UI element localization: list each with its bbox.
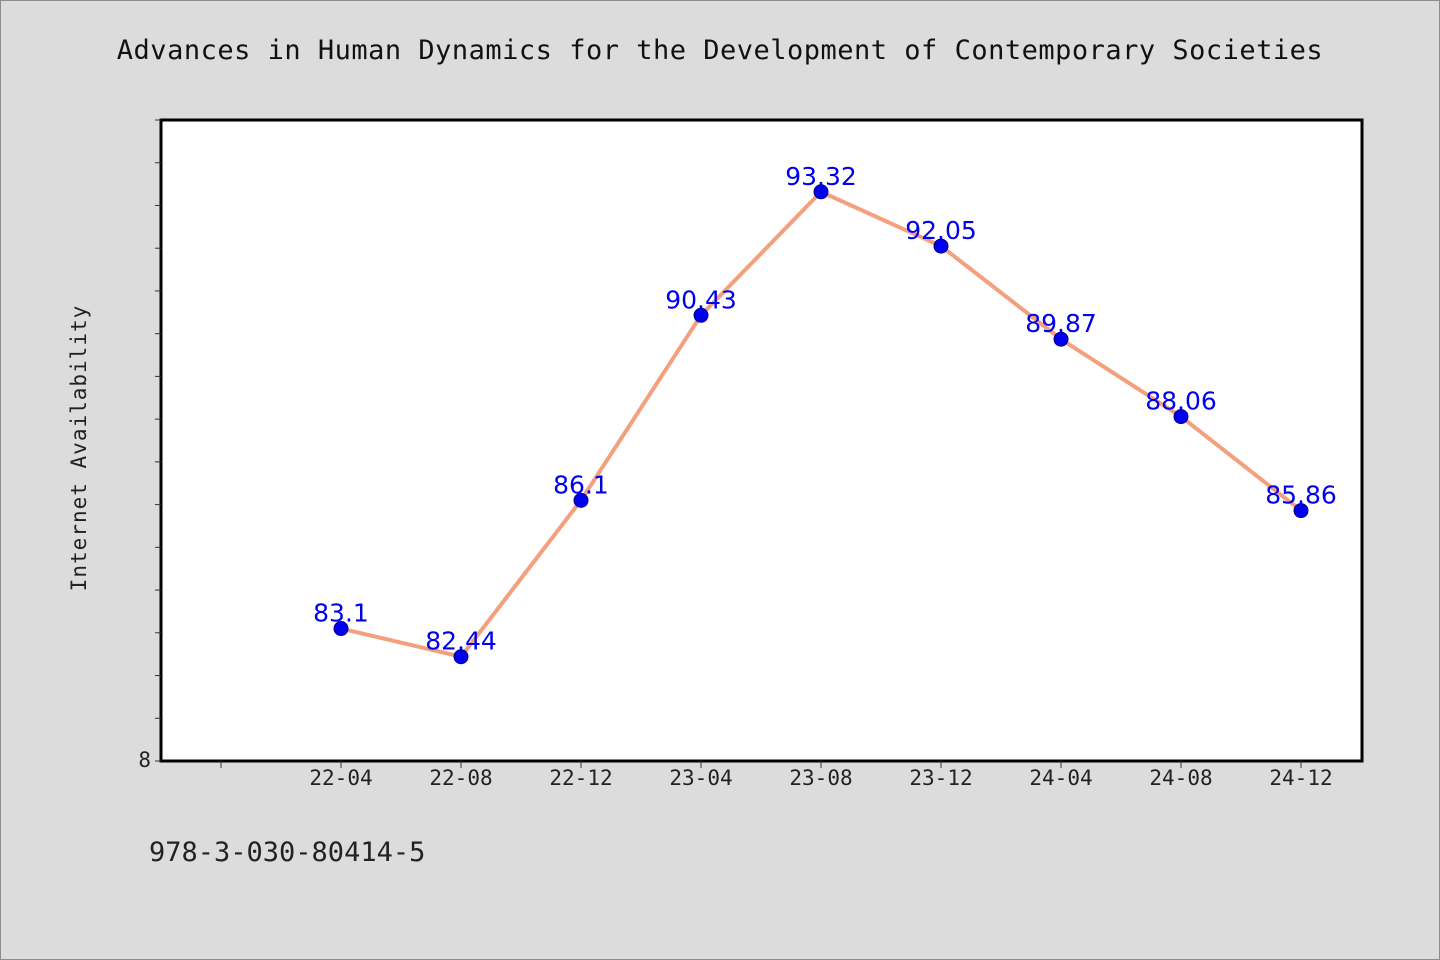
data-point	[333, 621, 349, 637]
x-axis-ticks	[220, 761, 1302, 768]
x-tick-label: 23-08	[789, 766, 852, 790]
data-label: 83.1	[313, 599, 369, 628]
data-point	[453, 649, 469, 665]
x-tick-label: 22-04	[309, 766, 372, 790]
footer-isbn: 978-3-030-80414-5	[149, 837, 426, 868]
data-label: 92.05	[905, 216, 977, 245]
y-tick-label: 8	[138, 748, 151, 772]
x-tick-label: 24-04	[1029, 766, 1092, 790]
chart-title: Advances in Human Dynamics for the Devel…	[116, 35, 1324, 66]
data-label: 89.87	[1025, 309, 1097, 338]
x-tick-label: 24-08	[1149, 766, 1212, 790]
data-labels-group: 83.1 82.44 86.1 90.43 93.32 92.05 89.87 88.06 85…	[313, 162, 1337, 656]
data-point	[1053, 331, 1069, 347]
x-tick-label: 22-12	[549, 766, 612, 790]
data-point	[1293, 503, 1309, 519]
x-axis-tick-labels: 22-04 22-08 22-12 23-04 23-08 23-12 24-04 24-08…	[309, 766, 1332, 790]
data-label: 90.43	[665, 285, 737, 314]
data-point	[813, 184, 829, 200]
plot-area	[159, 118, 1364, 763]
data-label: 93.32	[785, 162, 857, 191]
data-point	[693, 307, 709, 323]
data-point	[1173, 409, 1189, 425]
data-label: 86.1	[553, 470, 609, 499]
series-points-group	[333, 184, 1309, 665]
data-point	[933, 238, 949, 254]
x-tick-label: 23-04	[669, 766, 732, 790]
data-point	[573, 492, 589, 508]
x-tick-label: 22-08	[429, 766, 492, 790]
data-label: 88.06	[1145, 387, 1217, 416]
data-label: 85.86	[1265, 481, 1337, 510]
data-label: 82.44	[425, 627, 497, 656]
x-tick-label: 24-12	[1269, 766, 1332, 790]
x-tick-label: 23-12	[909, 766, 972, 790]
y-axis-ticks: 8	[138, 119, 161, 772]
